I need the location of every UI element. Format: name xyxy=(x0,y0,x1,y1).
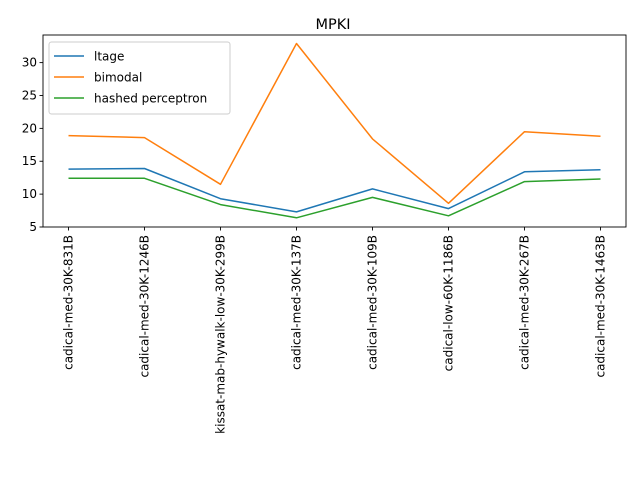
x-tick-label-2: kissat-mab-hywalk-low-30K-299B xyxy=(214,235,228,434)
chart-title: MPKI xyxy=(315,17,350,33)
y-tick-label-0: 5 xyxy=(29,220,37,234)
x-tick-label-5: cadical-low-60K-1186B xyxy=(442,235,456,371)
x-tick-label-0: cadical-med-30K-831B xyxy=(62,235,76,370)
y-tick-label-5: 30 xyxy=(22,56,37,70)
x-tick-label-4: cadical-med-30K-109B xyxy=(366,235,380,370)
series-line-2 xyxy=(68,177,601,219)
y-tick-label-3: 20 xyxy=(22,121,37,135)
x-axis: cadical-med-30K-831B cadical-med-30K-1246… xyxy=(62,227,608,434)
y-tick-label-1: 10 xyxy=(22,187,37,201)
x-tick-label-7: cadical-med-30K-1463B xyxy=(594,235,608,378)
plot-frame xyxy=(42,34,627,228)
x-tick-label-1: cadical-med-30K-1246B xyxy=(138,235,152,378)
y-tick-label-4: 25 xyxy=(22,88,37,102)
y-tick-label-2: 15 xyxy=(22,154,37,168)
series-line-0 xyxy=(68,167,601,213)
x-tick-label-6: cadical-med-30K-267B xyxy=(518,235,532,370)
legend-box xyxy=(48,41,231,115)
x-tick-label-3: cadical-med-30K-137B xyxy=(290,235,304,370)
legend: ltage bimodal hashed perceptron xyxy=(48,41,231,115)
legend-label-0: ltage xyxy=(94,50,124,64)
series-lines xyxy=(68,42,601,219)
y-axis: 5 10 15 20 25 30 xyxy=(22,56,43,234)
legend-label-1: bimodal xyxy=(94,71,142,85)
series-line-1 xyxy=(68,42,601,205)
legend-label-2: hashed perceptron xyxy=(94,92,207,106)
